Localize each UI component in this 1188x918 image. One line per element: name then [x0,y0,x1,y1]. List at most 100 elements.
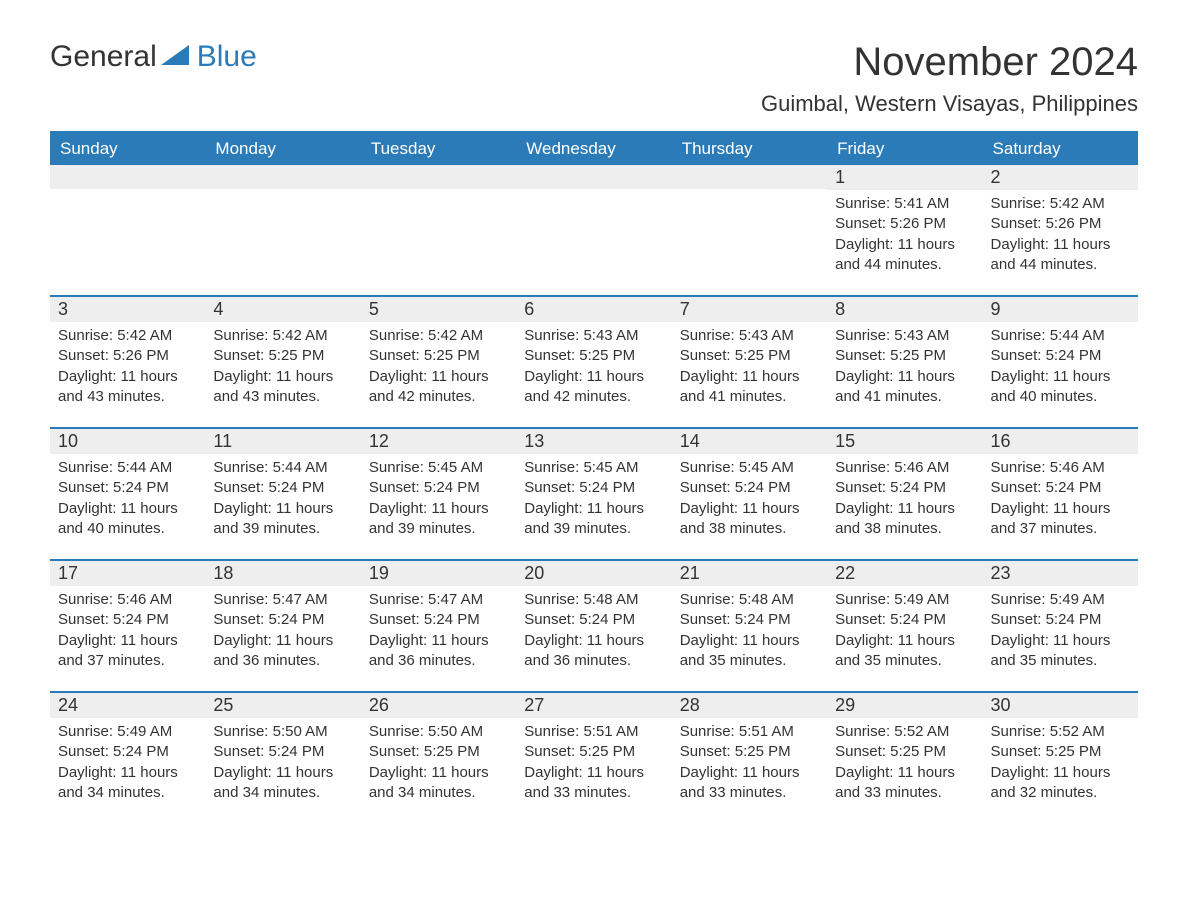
sunrise-text: Sunrise: 5:42 AM [369,326,508,346]
day-number: 15 [827,429,982,454]
day-number: 9 [983,297,1138,322]
logo: General Blue [50,40,257,74]
sunrise-text: Sunrise: 5:45 AM [680,458,819,478]
day-content: Sunrise: 5:47 AMSunset: 5:24 PMDaylight:… [361,586,516,675]
day-number [50,165,205,189]
daylight-text: Daylight: 11 hours and 34 minutes. [213,763,352,804]
day-cell [50,165,205,295]
sunrise-text: Sunrise: 5:41 AM [835,194,974,214]
sunset-text: Sunset: 5:25 PM [680,346,819,366]
logo-text-blue: Blue [197,40,257,74]
sunset-text: Sunset: 5:24 PM [213,478,352,498]
day-cell: 19Sunrise: 5:47 AMSunset: 5:24 PMDayligh… [361,561,516,691]
day-cell: 16Sunrise: 5:46 AMSunset: 5:24 PMDayligh… [983,429,1138,559]
page-title: November 2024 [761,40,1138,85]
sunrise-text: Sunrise: 5:43 AM [680,326,819,346]
sunset-text: Sunset: 5:26 PM [991,214,1130,234]
day-cell: 6Sunrise: 5:43 AMSunset: 5:25 PMDaylight… [516,297,671,427]
day-content: Sunrise: 5:45 AMSunset: 5:24 PMDaylight:… [672,454,827,543]
day-header-sat: Saturday [983,133,1138,165]
sunrise-text: Sunrise: 5:50 AM [369,722,508,742]
sunrise-text: Sunrise: 5:42 AM [58,326,197,346]
day-content: Sunrise: 5:48 AMSunset: 5:24 PMDaylight:… [516,586,671,675]
sunset-text: Sunset: 5:26 PM [58,346,197,366]
sunrise-text: Sunrise: 5:52 AM [835,722,974,742]
day-number: 5 [361,297,516,322]
day-content: Sunrise: 5:47 AMSunset: 5:24 PMDaylight:… [205,586,360,675]
daylight-text: Daylight: 11 hours and 33 minutes. [680,763,819,804]
day-number [672,165,827,189]
day-header-thu: Thursday [672,133,827,165]
day-cell [516,165,671,295]
day-number: 27 [516,693,671,718]
sunset-text: Sunset: 5:24 PM [680,610,819,630]
day-number: 1 [827,165,982,190]
day-number: 8 [827,297,982,322]
day-content: Sunrise: 5:43 AMSunset: 5:25 PMDaylight:… [516,322,671,411]
sunrise-text: Sunrise: 5:52 AM [991,722,1130,742]
day-cell: 18Sunrise: 5:47 AMSunset: 5:24 PMDayligh… [205,561,360,691]
week-row: 1Sunrise: 5:41 AMSunset: 5:26 PMDaylight… [50,165,1138,295]
sunrise-text: Sunrise: 5:49 AM [58,722,197,742]
week-row: 17Sunrise: 5:46 AMSunset: 5:24 PMDayligh… [50,559,1138,691]
daylight-text: Daylight: 11 hours and 32 minutes. [991,763,1130,804]
header: General Blue November 2024 Guimbal, West… [50,40,1138,117]
sunrise-text: Sunrise: 5:43 AM [524,326,663,346]
day-cell: 14Sunrise: 5:45 AMSunset: 5:24 PMDayligh… [672,429,827,559]
day-content: Sunrise: 5:42 AMSunset: 5:25 PMDaylight:… [361,322,516,411]
location-subtitle: Guimbal, Western Visayas, Philippines [761,91,1138,117]
day-cell: 4Sunrise: 5:42 AMSunset: 5:25 PMDaylight… [205,297,360,427]
daylight-text: Daylight: 11 hours and 42 minutes. [524,367,663,408]
day-cell: 1 Sunrise: 5:41 AMSunset: 5:26 PMDaylight… [827,165,982,295]
sunset-text: Sunset: 5:24 PM [524,610,663,630]
day-number: 25 [205,693,360,718]
sunset-text: Sunset: 5:25 PM [524,346,663,366]
daylight-text: Daylight: 11 hours and 40 minutes. [58,499,197,540]
day-cell: 28Sunrise: 5:51 AMSunset: 5:25 PMDayligh… [672,693,827,823]
day-number: 28 [672,693,827,718]
daylight-text: Daylight: 11 hours and 42 minutes. [369,367,508,408]
title-block: November 2024 Guimbal, Western Visayas, … [761,40,1138,117]
week-row: 10Sunrise: 5:44 AMSunset: 5:24 PMDayligh… [50,427,1138,559]
day-number: 16 [983,429,1138,454]
day-content: Sunrise: 5:46 AMSunset: 5:24 PMDaylight:… [983,454,1138,543]
day-number: 24 [50,693,205,718]
sunset-text: Sunset: 5:24 PM [524,478,663,498]
daylight-text: Daylight: 11 hours and 37 minutes. [58,631,197,672]
day-content: Sunrise: 5:49 AMSunset: 5:24 PMDaylight:… [827,586,982,675]
day-number: 19 [361,561,516,586]
sunrise-text: Sunrise: 5:48 AM [524,590,663,610]
day-cell: 15Sunrise: 5:46 AMSunset: 5:24 PMDayligh… [827,429,982,559]
day-number: 23 [983,561,1138,586]
day-content: Sunrise: 5:52 AMSunset: 5:25 PMDaylight:… [827,718,982,807]
day-number: 13 [516,429,671,454]
day-number: 11 [205,429,360,454]
day-cell: 7Sunrise: 5:43 AMSunset: 5:25 PMDaylight… [672,297,827,427]
daylight-text: Daylight: 11 hours and 35 minutes. [991,631,1130,672]
sunset-text: Sunset: 5:25 PM [213,346,352,366]
sunrise-text: Sunrise: 5:47 AM [213,590,352,610]
day-content: Sunrise: 5:44 AMSunset: 5:24 PMDaylight:… [983,322,1138,411]
sunrise-text: Sunrise: 5:46 AM [58,590,197,610]
day-cell: 30Sunrise: 5:52 AMSunset: 5:25 PMDayligh… [983,693,1138,823]
daylight-text: Daylight: 11 hours and 44 minutes. [835,235,974,276]
day-number: 22 [827,561,982,586]
day-content: Sunrise: 5:50 AMSunset: 5:25 PMDaylight:… [361,718,516,807]
sunset-text: Sunset: 5:24 PM [213,742,352,762]
sunset-text: Sunset: 5:24 PM [835,478,974,498]
sunrise-text: Sunrise: 5:44 AM [58,458,197,478]
day-content: Sunrise: 5:51 AMSunset: 5:25 PMDaylight:… [672,718,827,807]
daylight-text: Daylight: 11 hours and 34 minutes. [369,763,508,804]
daylight-text: Daylight: 11 hours and 41 minutes. [680,367,819,408]
day-number [205,165,360,189]
sunset-text: Sunset: 5:25 PM [369,346,508,366]
day-content: Sunrise: 5:51 AMSunset: 5:25 PMDaylight:… [516,718,671,807]
sunrise-text: Sunrise: 5:43 AM [835,326,974,346]
sunset-text: Sunset: 5:26 PM [835,214,974,234]
day-content: Sunrise: 5:46 AMSunset: 5:24 PMDaylight:… [827,454,982,543]
daylight-text: Daylight: 11 hours and 40 minutes. [991,367,1130,408]
day-content: Sunrise: 5:49 AMSunset: 5:24 PMDaylight:… [50,718,205,807]
daylight-text: Daylight: 11 hours and 38 minutes. [680,499,819,540]
daylight-text: Daylight: 11 hours and 34 minutes. [58,763,197,804]
sunset-text: Sunset: 5:24 PM [58,610,197,630]
